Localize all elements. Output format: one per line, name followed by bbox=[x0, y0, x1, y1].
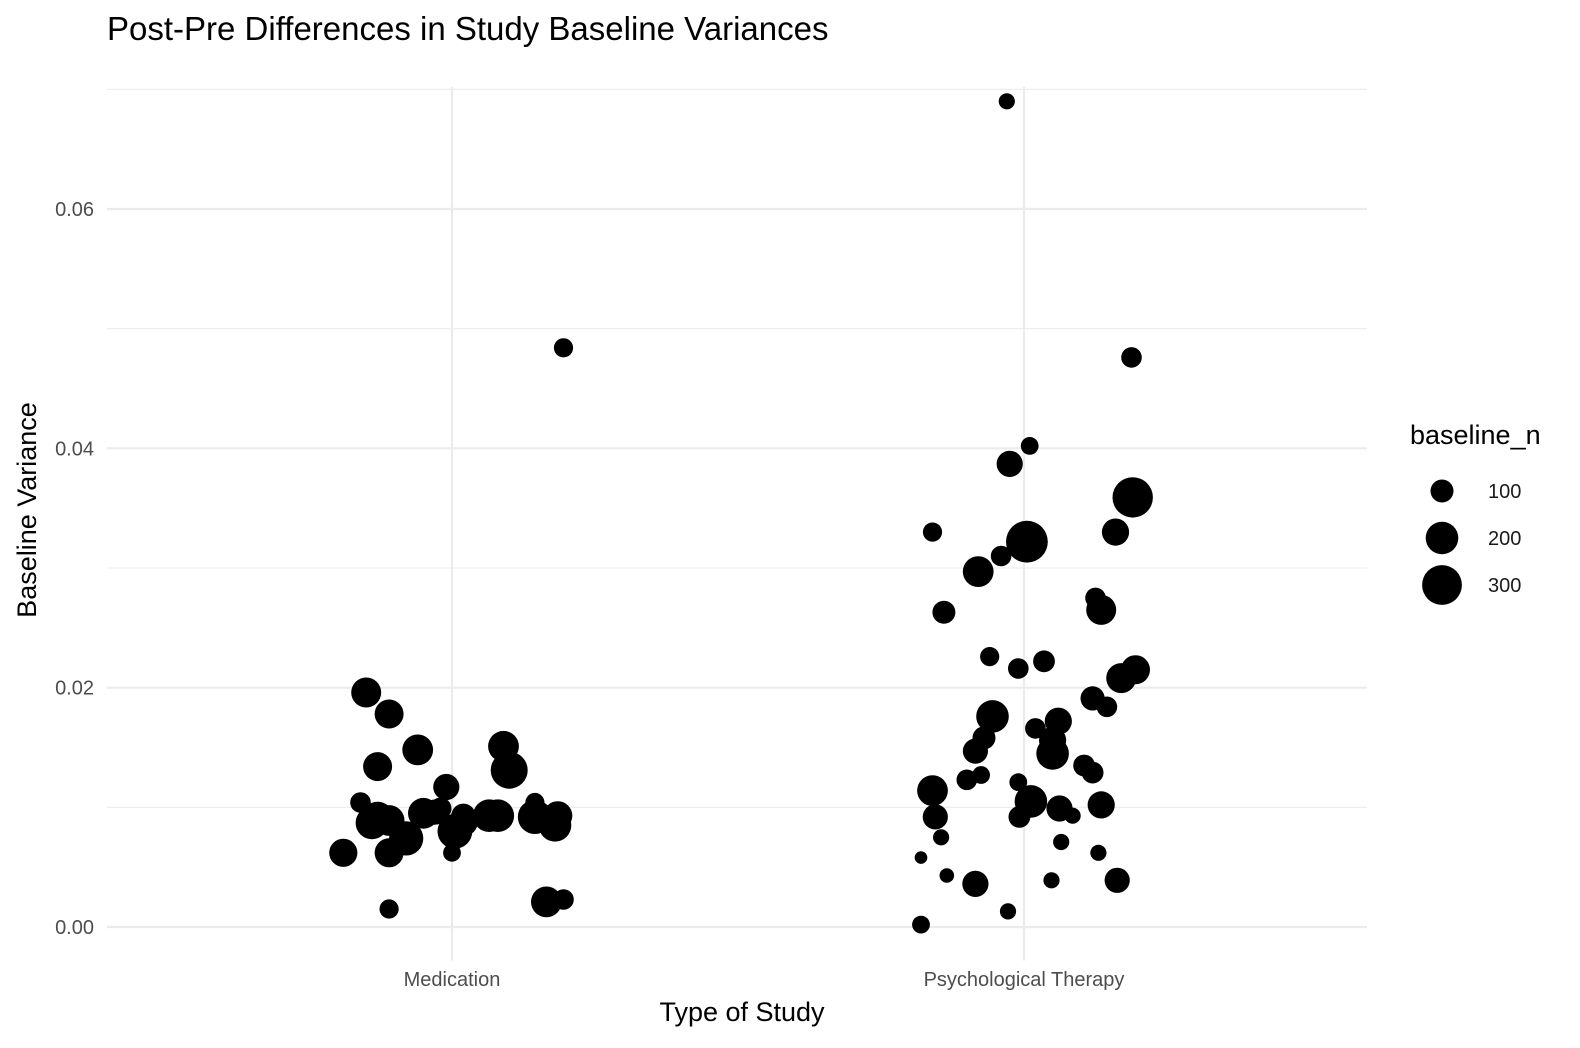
x-axis-title: Type of Study bbox=[659, 997, 825, 1027]
data-point bbox=[1086, 594, 1117, 625]
size-legend: baseline_n 100 200 300 bbox=[1410, 420, 1541, 605]
data-point bbox=[976, 700, 1009, 733]
data-point bbox=[379, 899, 399, 919]
data-point bbox=[329, 838, 358, 867]
chart-title: Post-Pre Differences in Study Baseline V… bbox=[107, 10, 828, 47]
data-point bbox=[1104, 867, 1130, 893]
data-point bbox=[956, 769, 978, 791]
data-point bbox=[1036, 737, 1069, 770]
data-point bbox=[1081, 761, 1104, 784]
legend-entry-label: 200 bbox=[1488, 528, 1521, 550]
data-point bbox=[1044, 707, 1072, 735]
data-point bbox=[402, 734, 434, 766]
data-point bbox=[490, 751, 528, 789]
data-point bbox=[972, 766, 990, 784]
data-point bbox=[1121, 347, 1142, 368]
data-point bbox=[922, 522, 943, 542]
legend-entries: 100 200 300 bbox=[1422, 479, 1521, 605]
x-tick-label: Psychological Therapy bbox=[924, 969, 1125, 991]
y-tick-label: 0.00 bbox=[55, 917, 94, 939]
data-point bbox=[481, 799, 515, 832]
data-point bbox=[553, 338, 574, 358]
y-tick-label: 0.02 bbox=[55, 678, 94, 700]
data-point bbox=[1090, 844, 1107, 861]
legend-key-circle bbox=[1430, 479, 1454, 503]
data-point bbox=[531, 886, 562, 918]
data-point bbox=[999, 903, 1017, 920]
data-point bbox=[1096, 696, 1118, 718]
data-point bbox=[1006, 520, 1048, 563]
y-tick-label: 0.04 bbox=[55, 438, 94, 460]
legend-key-circle bbox=[1425, 521, 1459, 555]
data-point bbox=[1053, 833, 1070, 851]
data-point bbox=[389, 821, 424, 856]
data-point bbox=[543, 801, 573, 831]
data-point bbox=[1008, 658, 1029, 679]
data-point bbox=[1112, 477, 1153, 518]
data-point bbox=[962, 556, 994, 587]
legend-key-circle bbox=[1422, 565, 1462, 605]
data-point bbox=[917, 775, 948, 806]
minor-gridlines bbox=[107, 88, 1367, 808]
data-point bbox=[433, 773, 460, 801]
y-axis-title: Baseline Variance bbox=[12, 402, 42, 618]
y-tick-label: 0.06 bbox=[55, 199, 94, 221]
data-point bbox=[374, 699, 404, 729]
data-point bbox=[933, 829, 950, 846]
data-point bbox=[363, 752, 393, 782]
data-point bbox=[429, 797, 452, 820]
data-point bbox=[451, 803, 476, 828]
data-point bbox=[1020, 437, 1039, 455]
data-point bbox=[932, 600, 956, 624]
x-axis-tick-labels: Medication Psychological Therapy bbox=[404, 969, 1125, 991]
legend-title: baseline_n bbox=[1410, 420, 1541, 450]
data-point bbox=[1009, 773, 1028, 792]
data-point bbox=[553, 889, 574, 910]
legend-entry-label: 300 bbox=[1488, 575, 1521, 597]
data-point bbox=[998, 93, 1015, 110]
legend-entry-label: 100 bbox=[1488, 481, 1521, 503]
data-point bbox=[1064, 807, 1081, 824]
data-point bbox=[914, 851, 928, 864]
data-point bbox=[990, 545, 1012, 567]
data-point bbox=[1101, 518, 1130, 546]
data-point bbox=[962, 870, 989, 898]
data-point bbox=[351, 677, 382, 708]
data-point bbox=[996, 450, 1023, 477]
data-point bbox=[1087, 791, 1115, 819]
data-point bbox=[1043, 872, 1060, 889]
y-axis-tick-labels: 0.00 0.02 0.04 0.06 bbox=[55, 199, 94, 939]
data-point bbox=[1121, 655, 1150, 685]
data-point bbox=[980, 647, 1000, 667]
data-point bbox=[1025, 718, 1046, 739]
data-point bbox=[939, 868, 955, 883]
data-point bbox=[1033, 650, 1055, 673]
data-point bbox=[922, 804, 948, 830]
data-point bbox=[1014, 785, 1048, 818]
data-point bbox=[912, 915, 930, 934]
data-points bbox=[329, 93, 1153, 934]
x-tick-label: Medication bbox=[404, 969, 501, 991]
